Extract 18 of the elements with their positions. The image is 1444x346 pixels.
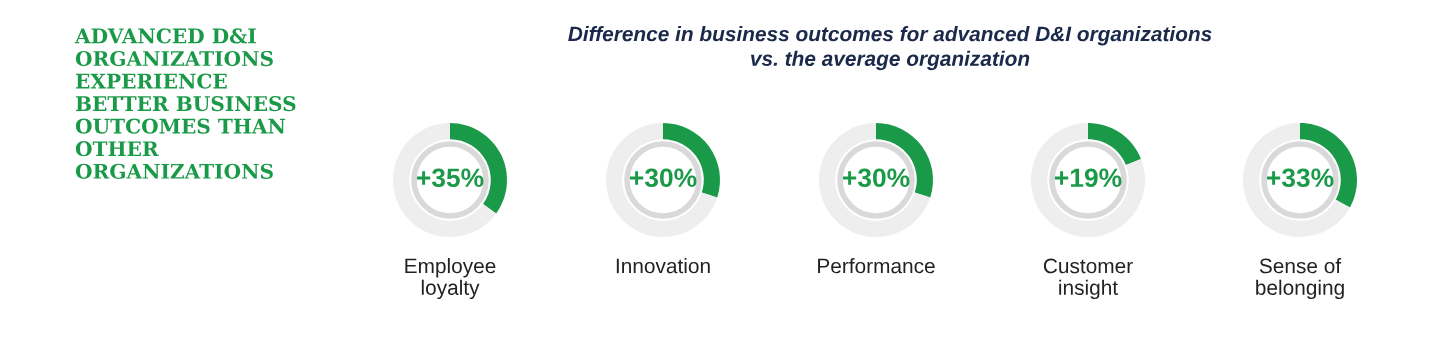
- text: Customer insight: [1043, 258, 1133, 300]
- text: Sense of belonging: [1256, 258, 1344, 300]
- donut-slice: [1031, 123, 1145, 237]
- data-label: +35%: [417, 168, 484, 188]
- donut-slice: [819, 123, 931, 237]
- data-label: +19%: [1055, 168, 1122, 188]
- text: Innovation: [616, 258, 710, 274]
- text: Difference in business outcomes for advanced D&I organizations vs. the average organization: [568, 26, 1212, 71]
- donut-slice: [1088, 123, 1141, 165]
- text: Performance: [818, 258, 935, 274]
- donut-slice: [606, 123, 718, 237]
- text: ADVANCED D&I ORGANIZATIONS EXPERIENCE BETTER BUSINESS OUTCOMES THAN OTHER ORGANIZATIONS: [74, 28, 296, 179]
- donut-slice: [1243, 123, 1350, 237]
- text: Employee loyalty: [405, 258, 496, 300]
- data-label: +30%: [630, 168, 697, 188]
- data-label: +30%: [843, 168, 910, 188]
- donut-slice: [393, 123, 497, 237]
- data-label: +33%: [1267, 168, 1334, 188]
